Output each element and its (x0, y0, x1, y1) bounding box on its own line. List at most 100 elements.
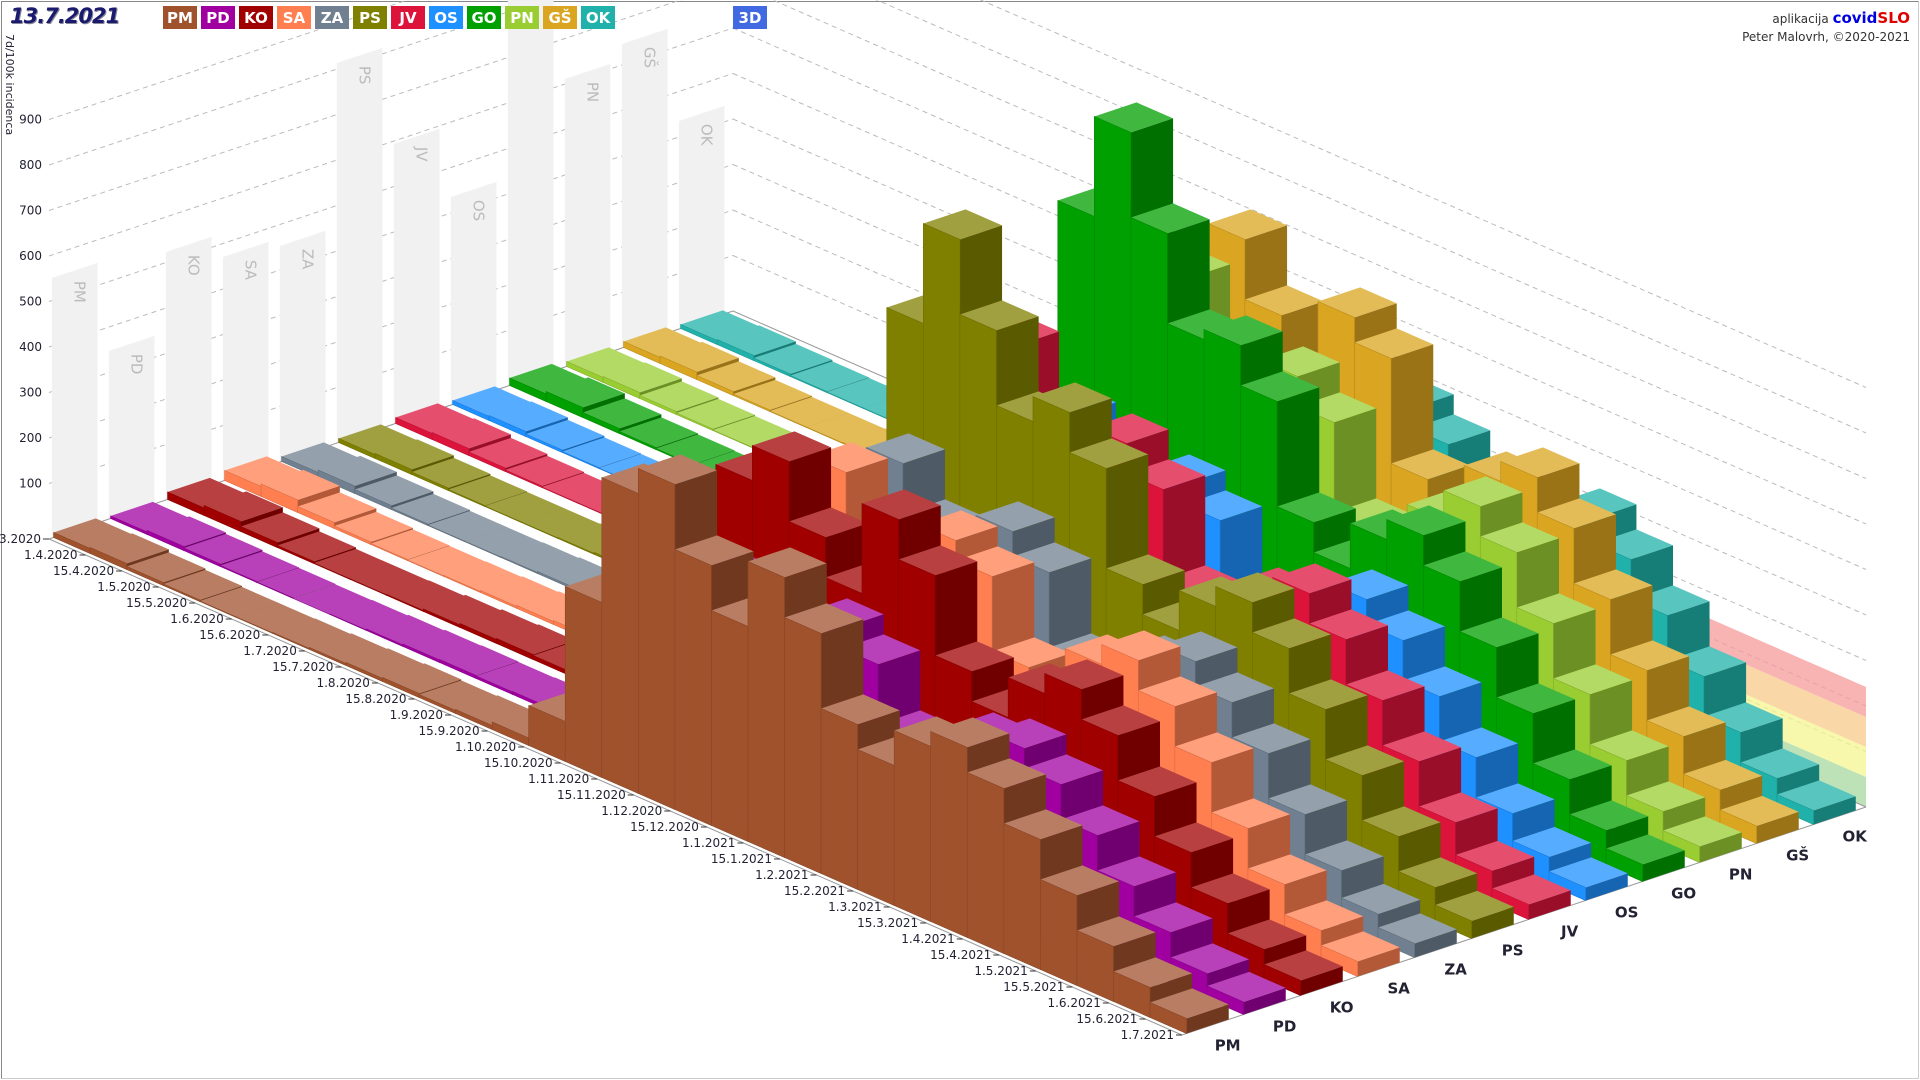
legend-toggle-os[interactable]: OS (429, 6, 463, 29)
grid-line-back (48, 73, 734, 302)
legend-toggle-pd[interactable]: PD (201, 6, 235, 29)
bar-end-gš-30 (1756, 811, 1799, 844)
bar-sa-30 (1320, 945, 1358, 977)
credit-prefix: aplikacija (1772, 12, 1829, 26)
bar-end-pn-30 (1699, 832, 1742, 863)
bar-end-ko-3 (313, 547, 356, 564)
bar-ok-30 (1776, 794, 1814, 825)
grid-line-back (48, 27, 734, 257)
3d-toggle-button[interactable]: 3D (733, 6, 767, 29)
bar-jv-30 (1491, 888, 1529, 920)
bar-pm-9 (382, 677, 420, 698)
bar-pn-3 (675, 412, 714, 431)
region-label-pd: PD (1273, 1017, 1296, 1035)
region-legend: PM PD KO SA ZA PS JV OS GO PN GŠ OK (163, 6, 615, 29)
grid-line-back (48, 0, 410, 120)
bar-pm-14 (564, 586, 603, 778)
legend-toggle-ko[interactable]: KO (239, 6, 273, 29)
date-tick-label: 15.1.2021 (711, 852, 772, 866)
credits: aplikacija covidSLO Peter Malovrh, ©2020… (1742, 9, 1910, 46)
legend-toggle-pm[interactable]: PM (163, 6, 197, 29)
date-tick-label: 15.4.2020 (53, 564, 114, 578)
y-axis-label: 7d/100k incidenca (3, 34, 16, 136)
bar-ko-9 (496, 638, 534, 660)
bar-pm-1 (89, 547, 127, 570)
legend-toggle-za[interactable]: ZA (315, 6, 349, 29)
grid-line-back (48, 118, 734, 348)
bar-pm-29 (1113, 971, 1151, 1018)
credit-author: Peter Malovrh, ©2020-2021 (1742, 30, 1910, 44)
region-label-gš: GŠ (1786, 845, 1809, 864)
date-tick-label: 1.1.2021 (682, 836, 735, 850)
legend-toggle-ok[interactable]: OK (581, 6, 615, 29)
bar-end-sa-30 (1357, 947, 1400, 977)
bar-gš-3 (732, 393, 771, 412)
legend-toggle-jv[interactable]: JV (391, 6, 425, 29)
max-panel-label: OS (470, 200, 488, 221)
max-panel-pn (564, 63, 611, 368)
date-tick-label: 15.9.2020 (419, 724, 480, 738)
brand-covid[interactable]: covid (1832, 9, 1878, 27)
max-panel-label: ZA (299, 249, 317, 270)
bar-ps-30 (1434, 904, 1472, 939)
bar-sa-1 (260, 483, 298, 513)
date-tick-label: 15.5.2021 (1003, 980, 1064, 994)
date-tick-label: 1.9.2020 (390, 708, 443, 722)
date-tick-label: 15.11.2020 (557, 788, 626, 802)
bar-end-za-30 (1414, 929, 1457, 958)
grid-line-side (732, 118, 1867, 616)
max-panel-label: GŠ (641, 47, 660, 68)
bar-gš-30 (1719, 809, 1757, 844)
bar-za-3 (390, 507, 429, 526)
bar-ko-1 (203, 505, 241, 532)
bar-pd-1 (146, 530, 184, 551)
legend-toggle-ps[interactable]: PS (353, 6, 387, 29)
bar-jv-1 (431, 432, 469, 456)
bar-end-go-30 (1642, 850, 1685, 882)
date-tick-label: 15.2.2021 (784, 884, 845, 898)
grid-line-back (48, 164, 734, 393)
bar-pm-16 (638, 468, 676, 810)
bar-pd-4 (256, 581, 294, 599)
date-tick-label: 1.4.2021 (901, 932, 954, 946)
bar-ps-2 (411, 471, 449, 491)
bar-pm-19 (747, 561, 785, 858)
max-panel-ko (165, 236, 212, 501)
max-panel-ok (678, 105, 725, 330)
bar-ok-2 (753, 357, 791, 377)
max-panel-label: PS (356, 66, 374, 85)
date-tick-label: 1.2.2021 (755, 868, 808, 882)
bar-sa-2 (297, 506, 335, 529)
brand-slo[interactable]: SLO (1877, 9, 1910, 27)
y-tick-label: 600 (19, 249, 42, 263)
grid-line-side (732, 73, 1867, 570)
legend-toggle-gš[interactable]: GŠ (543, 6, 577, 29)
max-panel-label: JV (413, 146, 431, 162)
legend-toggle-sa[interactable]: SA (277, 6, 311, 29)
date-tick-label: 15.3.2020 (0, 532, 41, 546)
legend-toggle-go[interactable]: GO (467, 6, 501, 29)
grid-line-side (771, 0, 1867, 479)
bar-ko-2 (240, 526, 278, 548)
bar-jv-3 (504, 469, 543, 488)
date-tick-label: 1.7.2021 (1121, 1028, 1174, 1042)
bar-ko-3 (276, 545, 315, 564)
bar-os-3 (561, 451, 600, 469)
bar-gš-1 (659, 355, 697, 380)
max-panel-ps (336, 47, 383, 444)
bar-end-os-30 (1585, 873, 1628, 901)
bar-pn-2 (639, 395, 677, 415)
date-tick-label: 1.4.2020 (24, 548, 77, 562)
date-tick-label: 1.6.2021 (1047, 996, 1100, 1010)
max-panel-jv (393, 128, 440, 425)
bar-pm-25 (966, 772, 1005, 954)
date-tick-label: 15.10.2020 (484, 756, 553, 770)
y-tick-label: 100 (19, 477, 42, 491)
max-panel-za (279, 230, 326, 463)
bar-pm-17 (674, 549, 712, 826)
y-tick-label: 200 (19, 431, 42, 445)
bar-pm-21 (820, 708, 858, 890)
bar-za-30 (1377, 927, 1415, 958)
legend-toggle-pn[interactable]: PN (505, 6, 539, 29)
